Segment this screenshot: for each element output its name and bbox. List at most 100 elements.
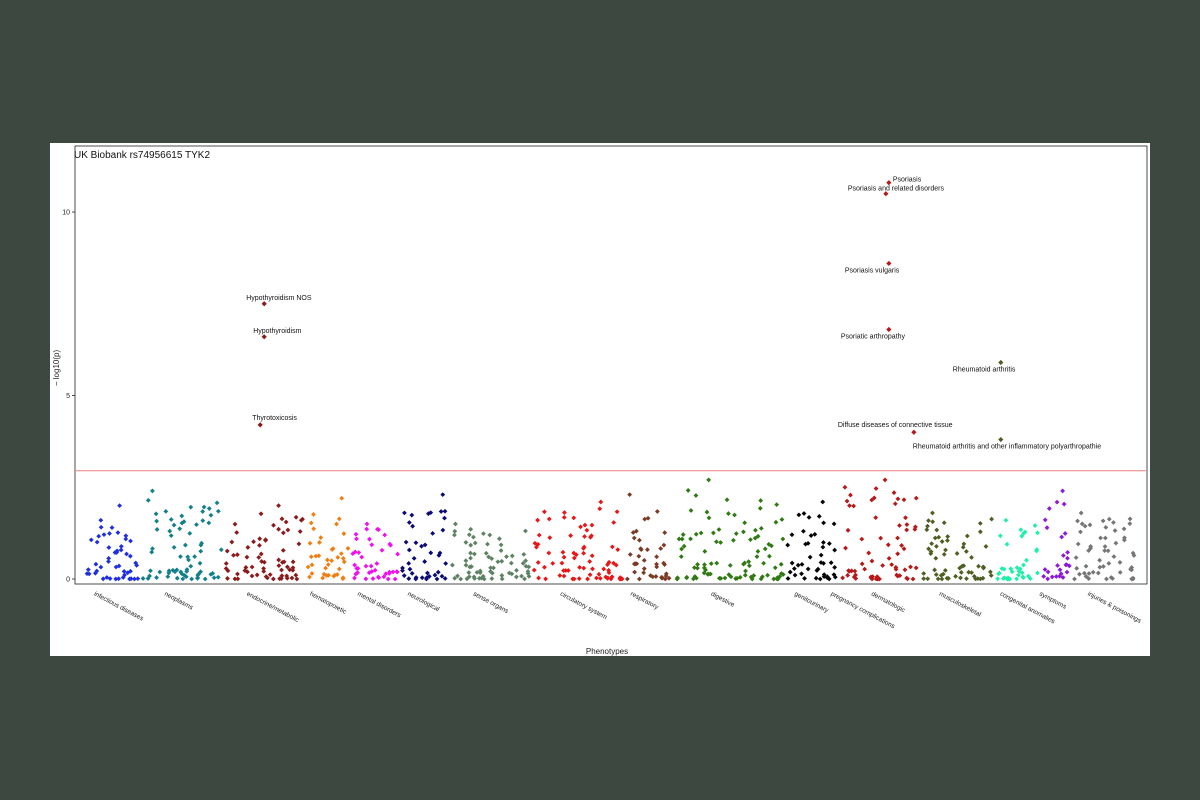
data-point — [698, 530, 704, 536]
data-point — [789, 532, 795, 538]
data-point — [112, 550, 118, 555]
data-point — [1100, 518, 1106, 524]
data-point — [1027, 576, 1033, 582]
data-point — [452, 575, 458, 581]
data-point — [218, 547, 224, 553]
data-point — [561, 573, 567, 579]
data-point — [645, 515, 651, 521]
data-point — [801, 528, 806, 534]
data-point — [422, 542, 428, 548]
data-point — [225, 576, 230, 581]
data-point — [331, 573, 337, 579]
data-point — [791, 566, 797, 572]
data-point — [1121, 526, 1127, 532]
data-point — [472, 576, 477, 581]
data-point — [662, 562, 667, 567]
data-point — [280, 530, 286, 536]
data-point — [961, 541, 967, 547]
data-point — [113, 564, 119, 570]
data-point — [178, 554, 183, 560]
data-point — [523, 528, 528, 534]
data-point — [1106, 560, 1112, 566]
data-point — [535, 541, 541, 547]
data-point — [385, 576, 391, 582]
data-point — [603, 574, 609, 580]
data-point — [746, 559, 752, 565]
data-point — [127, 553, 133, 559]
data-point — [154, 575, 159, 580]
data-point — [828, 560, 834, 566]
data-point — [128, 538, 133, 544]
data-point — [257, 536, 263, 542]
data-point — [499, 558, 505, 564]
data-point — [496, 536, 502, 542]
data-point — [128, 568, 133, 574]
data-point — [821, 520, 827, 526]
data-point — [925, 576, 931, 582]
data-point — [641, 557, 647, 563]
data-point — [1103, 524, 1109, 530]
data-point — [633, 528, 639, 534]
data-point — [442, 515, 447, 521]
data-point — [644, 547, 650, 553]
data-point — [1098, 535, 1103, 541]
data-point — [1019, 533, 1025, 539]
category-label: musculoskeletal — [938, 591, 983, 619]
data-point — [174, 567, 180, 573]
data-point — [942, 568, 948, 573]
data-point — [120, 575, 126, 580]
data-point — [873, 486, 879, 491]
data-point — [280, 547, 286, 553]
data-point — [519, 573, 524, 579]
y-tick-label: 5 — [66, 393, 70, 400]
data-point — [773, 519, 779, 525]
data-point — [178, 569, 184, 575]
data-point — [400, 568, 405, 573]
data-point — [584, 527, 590, 533]
data-point — [903, 515, 908, 521]
data-point — [691, 565, 697, 571]
data-point — [251, 539, 256, 545]
highlighted-phenotypes: Psoriasis Psoriasis and related disorders… — [246, 177, 1101, 451]
chart-panel: UK Biobank rs74956615 TYK2 0 5 10 − log10(… — [50, 143, 1150, 656]
data-point — [679, 536, 685, 542]
data-point — [688, 508, 694, 513]
data-point — [1054, 499, 1060, 505]
data-point — [168, 533, 174, 539]
data-point — [198, 569, 204, 575]
data-point — [695, 562, 700, 567]
data-point — [964, 533, 970, 539]
data-point — [758, 498, 764, 503]
data-point — [724, 497, 730, 503]
data-point — [1105, 548, 1111, 554]
data-point — [1112, 528, 1118, 533]
data-point — [463, 540, 469, 545]
data-point — [499, 573, 505, 578]
data-point — [546, 516, 552, 522]
data-point — [407, 566, 413, 572]
data-point — [249, 564, 255, 570]
data-point — [352, 549, 358, 555]
data-point — [818, 552, 824, 558]
data-point — [311, 512, 316, 517]
data-point — [929, 541, 935, 547]
data-point — [899, 543, 904, 548]
data-point — [96, 533, 102, 539]
data-point — [936, 534, 942, 540]
highlight-point — [886, 326, 892, 333]
data-point — [714, 560, 720, 566]
data-point — [912, 524, 918, 530]
category-label: neurological — [406, 591, 441, 614]
data-point — [666, 575, 672, 581]
data-point — [820, 544, 826, 550]
data-point — [324, 557, 330, 563]
data-point — [771, 576, 777, 582]
highlight-label: Psoriasis vulgaris — [845, 267, 900, 274]
data-point — [731, 537, 736, 543]
data-point — [562, 510, 567, 515]
data-point — [820, 499, 826, 505]
data-point — [987, 569, 993, 575]
data-point — [1042, 517, 1048, 523]
data-point — [658, 546, 664, 551]
data-point — [910, 576, 916, 582]
